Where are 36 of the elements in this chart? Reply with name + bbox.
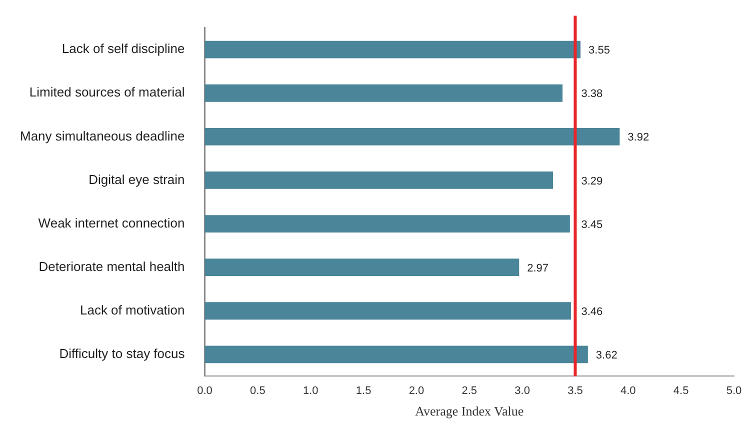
y-tick-label: Limited sources of material — [29, 84, 185, 100]
x-tick-label: 3.5 — [568, 384, 583, 397]
bar — [204, 40, 581, 58]
y-tick-label: Deteriorate mental health — [38, 258, 185, 274]
x-tick-label: 0.5 — [250, 384, 266, 397]
bar — [204, 346, 588, 364]
y-tick-label: Digital eye strain — [88, 172, 185, 187]
x-tick-label: 3.0 — [514, 384, 530, 397]
data-label: 3.92 — [628, 132, 650, 144]
bar — [204, 172, 553, 189]
bar — [204, 84, 563, 102]
y-tick-label: Weak internet connection — [38, 215, 185, 230]
data-label: 3.38 — [581, 88, 603, 100]
bar — [204, 128, 620, 146]
data-label: 3.55 — [588, 44, 610, 57]
x-tick-label: 4.0 — [620, 384, 636, 397]
y-tick-label: Difficulty to stay focus — [59, 346, 186, 362]
x-tick-label: 4.5 — [673, 384, 689, 397]
x-tick-label: 1.5 — [356, 384, 372, 397]
x-tick-label: 0.0 — [197, 384, 212, 397]
data-label: 3.29 — [581, 175, 603, 188]
bar — [204, 215, 570, 232]
bar — [204, 258, 520, 276]
x-tick-label: 2.0 — [408, 384, 424, 397]
y-tick-label: Lack of self discipline — [62, 41, 185, 56]
x-axis-title: Average Index Value — [415, 404, 524, 419]
data-label: 3.46 — [581, 306, 603, 318]
bar — [204, 302, 571, 320]
x-tick-label: 5.0 — [726, 384, 742, 397]
y-tick-label: Lack of motivation — [80, 302, 185, 318]
data-label: 3.45 — [581, 218, 603, 231]
x-tick-label: 1.0 — [302, 384, 318, 397]
y-tick-label: Many simultaneous deadline — [20, 128, 185, 144]
x-tick-label: 2.5 — [462, 384, 478, 397]
data-label: 3.62 — [596, 349, 618, 362]
data-label: 2.97 — [527, 262, 549, 274]
